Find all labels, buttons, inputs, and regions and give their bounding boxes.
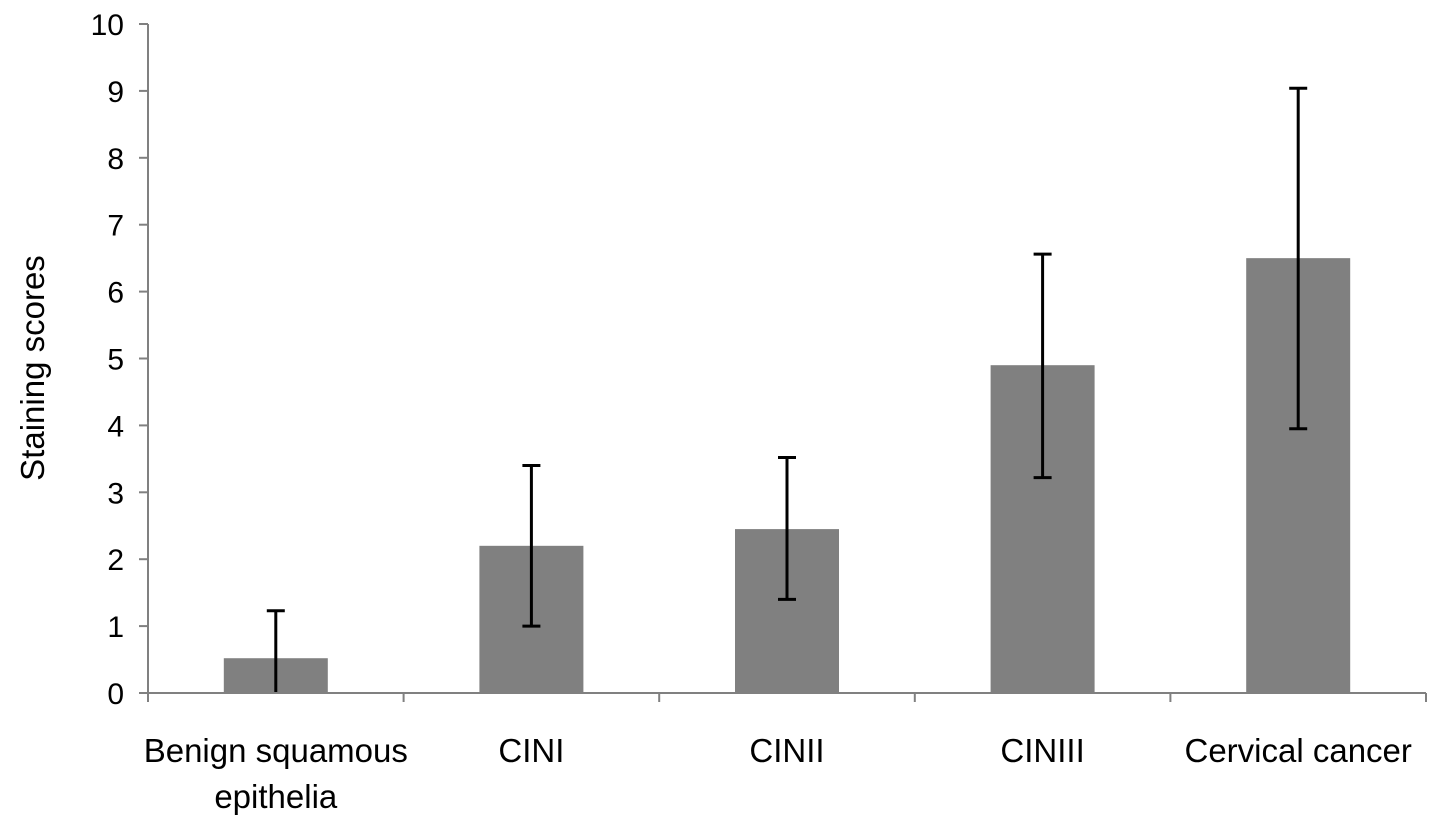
y-tick-label: 3: [107, 477, 124, 510]
y-tick-label: 4: [107, 410, 124, 443]
error-bar: [1033, 252, 1052, 480]
error-bars: [266, 86, 1308, 693]
y-tick-label: 7: [107, 210, 124, 243]
x-category-label: CINIII: [1000, 732, 1084, 769]
x-axis-labels: Benign squamous epithelia CINI CINII CINIII C…: [144, 732, 1412, 815]
error-bar: [522, 464, 541, 628]
y-tick-label: 5: [107, 344, 124, 377]
y-tick-label: 8: [107, 143, 124, 176]
y-tick-label: 9: [107, 76, 124, 109]
y-axis-title: Staining scores: [14, 255, 51, 481]
y-tick-label: 10: [91, 9, 124, 42]
y-tick-label: 1: [107, 611, 124, 644]
error-bar: [1289, 86, 1308, 431]
y-axis-ticks: 0 1 2 3 4 5 6 7 8 9 10: [91, 9, 148, 711]
x-category-label: CINII: [749, 732, 824, 769]
y-tick-label: 0: [107, 678, 124, 711]
error-bar: [778, 456, 796, 601]
x-category-label: Benign squamous epithelia: [144, 732, 408, 815]
y-tick-label: 2: [107, 544, 124, 577]
x-category-label: Cervical cancer: [1184, 732, 1411, 769]
x-category-label: CINI: [498, 732, 564, 769]
axes: [147, 24, 1427, 702]
y-tick-label: 6: [107, 277, 124, 310]
error-bar: [266, 609, 285, 693]
